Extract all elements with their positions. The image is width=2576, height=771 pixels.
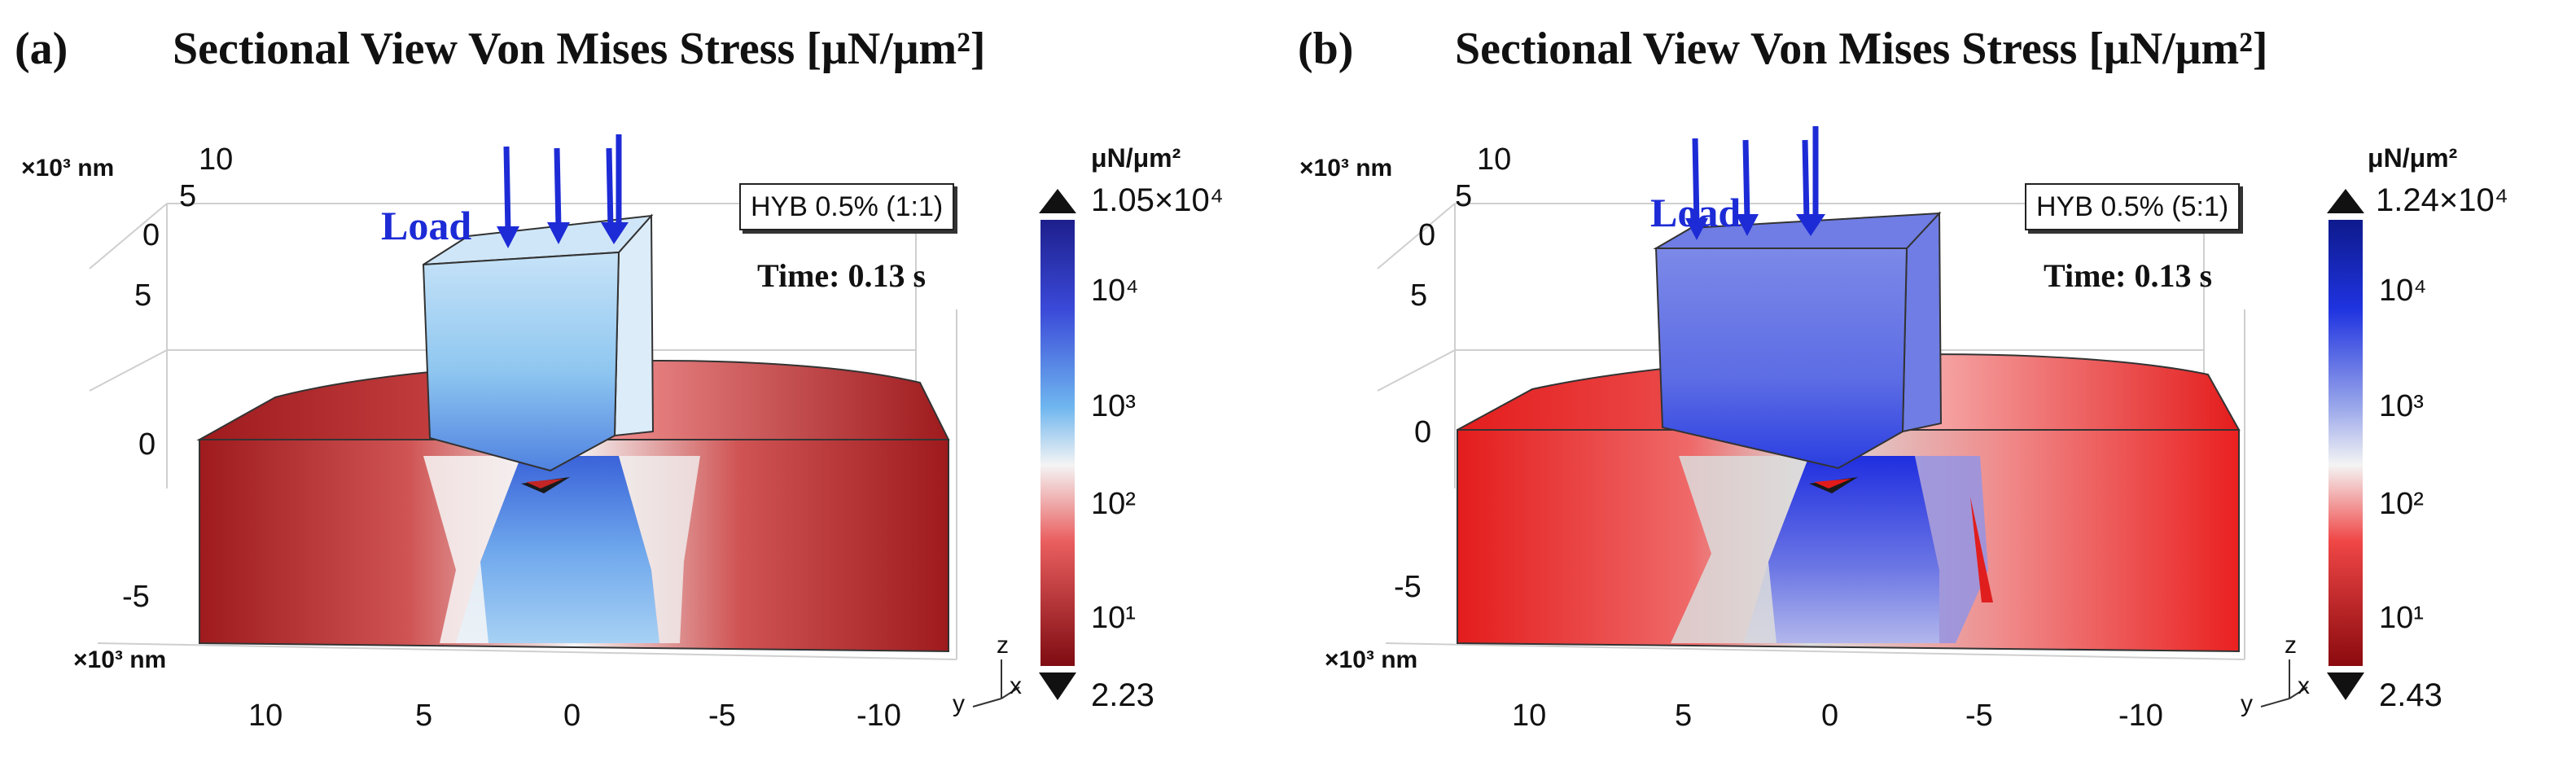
y-tick: 10 [248,699,283,733]
indenter-front-face [422,251,620,472]
colorbar-max-label: 1.05×10⁴ [1091,182,1224,218]
colorbar-tick: 10⁴ [1091,274,1139,308]
front-z-tick: 5 [1410,278,1428,313]
contact-hotspot-red [1814,479,1851,488]
y-tick: 5 [1675,699,1693,733]
stress-plume [456,456,659,643]
unit-bottom-label: ×10³ nm [1325,646,1418,673]
load-arrows [1685,126,1825,240]
panel-label: (a) [15,24,68,74]
colorbar-tick: 10¹ [1091,601,1136,635]
colorbar-unit: μN/μm² [2368,143,2458,173]
unit-bottom-label: ×10³ nm [73,646,167,673]
y-tick: 5 [415,699,433,733]
y-tick: -5 [708,699,736,733]
colorbar-tick: 10⁴ [2379,274,2427,308]
colorbar-max-arrow [1039,189,1076,213]
stress-plume-edge-left [1671,456,1809,643]
load-arrows [497,134,629,248]
annotation-box: HYB 0.5% (5:1) [2025,183,2241,230]
axis-label-x: x [1010,672,1022,699]
front-z-tick: -5 [122,580,150,614]
axis-label-z: z [2285,632,2297,659]
colorbar-max-label: 1.24×10⁴ [2376,182,2508,218]
time-label: Time: 0.13 s [2044,257,2213,294]
stress-plume [1744,456,1939,643]
y-tick: -10 [2118,699,2163,733]
colorbar-tick: 10³ [1091,389,1136,423]
panel-a-graphic [89,134,1076,707]
back-z-tick: 5 [179,179,197,213]
colorbar [1040,220,1075,666]
colorbar-min-label: 2.23 [1091,677,1154,713]
axis-label-y: y [2241,690,2253,717]
axis-triad [2260,659,2308,707]
panel-title: Sectional View Von Mises Stress [μN/μm²] [173,24,986,74]
red-streak [1970,497,1993,602]
back-z-tick: 10 [199,142,234,177]
stress-plume-edge-right [1915,456,1988,643]
time-label: Time: 0.13 s [757,257,927,294]
back-z-tick: 5 [1455,179,1473,213]
panel-b: (b) Sectional View Von Mises Stress [μN/… [1288,0,2576,771]
colorbar-tick: 10¹ [2379,601,2424,635]
colorbar-tick: 10² [1091,487,1136,521]
annotation-box: HYB 0.5% (1:1) [739,183,955,230]
colorbar-min-arrow [2327,672,2364,700]
panel-title: Sectional View Von Mises Stress [μN/μm²] [1455,24,2268,74]
panel-label: (b) [1298,24,1354,74]
load-label: Load [381,203,472,248]
colorbar-unit: μN/μm² [1091,143,1181,173]
y-tick: -10 [856,699,901,733]
y-tick: 0 [1821,699,1839,733]
unit-top-label: ×10³ nm [21,155,115,182]
axis-label-y: y [953,690,965,717]
front-z-tick: 0 [138,427,156,462]
colorbar-tick: 10³ [2379,389,2424,423]
colorbar-max-arrow [2327,189,2364,213]
unit-top-label: ×10³ nm [1299,155,1393,182]
contact-hotspot-red [526,479,563,488]
axis-label-x: x [2298,672,2310,699]
y-tick: 10 [1512,699,1547,733]
y-tick: 0 [563,699,581,733]
stress-plume-edge-right [619,456,700,643]
back-z-tick: 10 [1477,142,1512,177]
panel-b-graphic [1377,126,2364,707]
y-tick: -5 [1965,699,1993,733]
colorbar-min-arrow [1039,672,1076,700]
colorbar-tick: 10² [2379,487,2424,521]
back-z-tick: 0 [142,218,160,252]
panel-a: (a) Sectional View Von Mises Stress [μN/… [15,24,1224,733]
load-label: Load [1650,190,1741,235]
axis-label-z: z [997,632,1009,659]
front-z-tick: -5 [1394,570,1422,604]
front-z-tick: 0 [1414,415,1432,449]
stress-plume-edge-left [423,456,521,643]
colorbar-min-label: 2.43 [2379,677,2442,713]
colorbar [2328,220,2363,666]
front-z-tick: 5 [134,278,152,313]
indenter-front-face [1654,248,1908,470]
back-z-tick: 0 [1418,218,1436,252]
axis-triad [972,659,1020,707]
